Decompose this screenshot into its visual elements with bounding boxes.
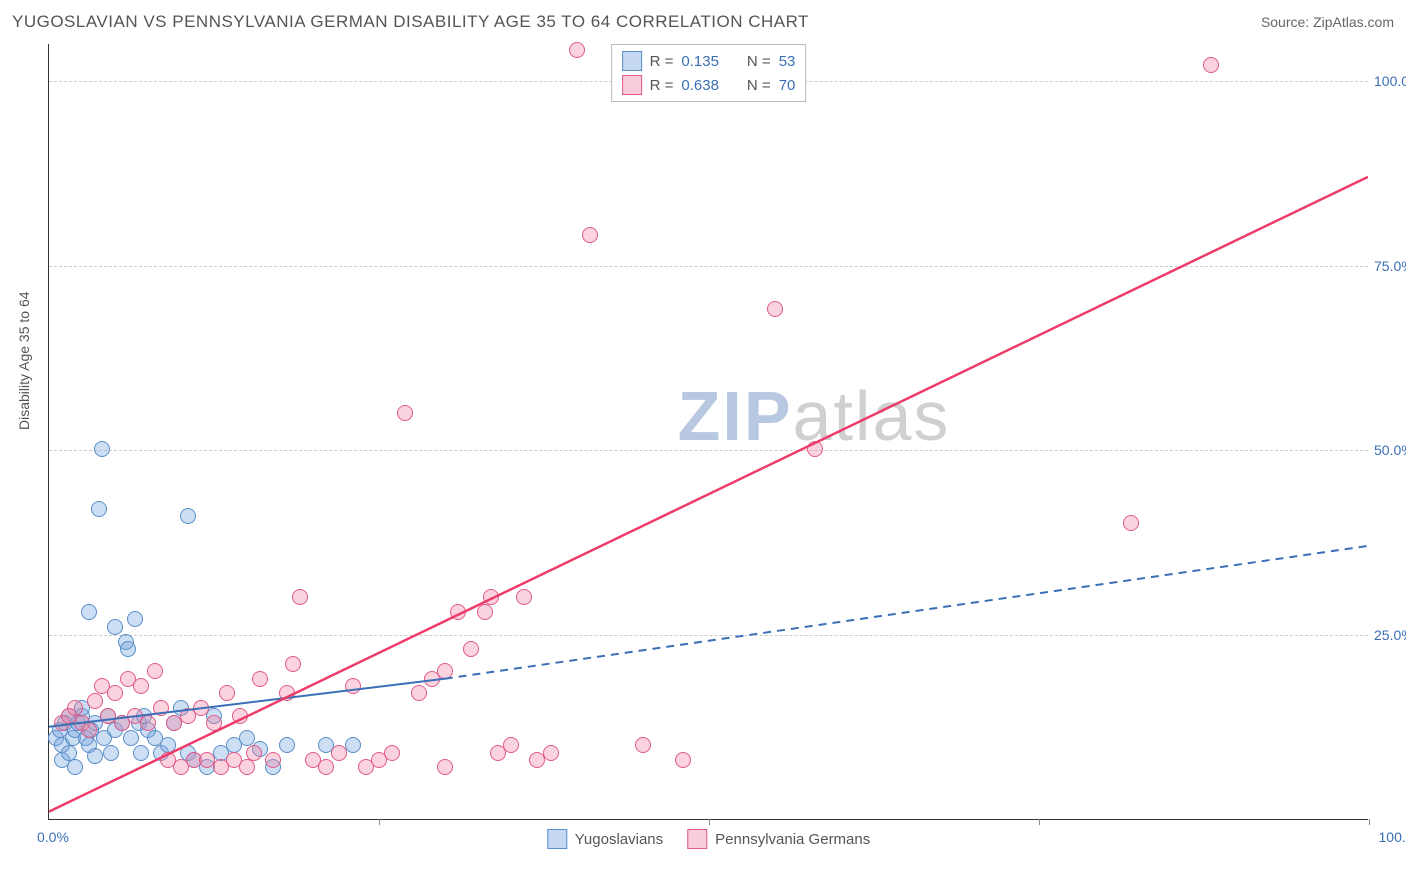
y-tick-label: 100.0%	[1374, 73, 1406, 89]
data-point	[1123, 515, 1139, 531]
data-point	[292, 589, 308, 605]
r-value: 0.135	[681, 53, 719, 70]
legend-swatch	[622, 51, 642, 71]
data-point	[483, 589, 499, 605]
data-point	[516, 589, 532, 605]
data-point	[345, 678, 361, 694]
data-point	[265, 752, 281, 768]
data-point	[123, 730, 139, 746]
r-value: 0.638	[681, 77, 719, 94]
y-axis-label: Disability Age 35 to 64	[16, 291, 32, 430]
n-value: 53	[779, 53, 796, 70]
x-axis-max-label: 100.0%	[1379, 829, 1406, 845]
legend-row: R = 0.638 N = 70	[622, 73, 796, 97]
data-point	[807, 441, 823, 457]
y-tick-label: 25.0%	[1374, 627, 1406, 643]
r-label: R =	[650, 53, 674, 70]
n-value: 70	[779, 77, 796, 94]
data-point	[675, 752, 691, 768]
data-point	[81, 604, 97, 620]
source-attribution: Source: ZipAtlas.com	[1261, 14, 1394, 30]
data-point	[635, 737, 651, 753]
data-point	[61, 745, 77, 761]
data-point	[582, 227, 598, 243]
data-point	[450, 604, 466, 620]
data-point	[318, 759, 334, 775]
watermark-bold: ZIP	[678, 377, 793, 455]
data-point	[219, 685, 235, 701]
series-name: Yugoslavians	[575, 831, 663, 848]
chart-header: YUGOSLAVIAN VS PENNSYLVANIA GERMAN DISAB…	[12, 8, 1394, 36]
data-point	[463, 641, 479, 657]
data-point	[147, 663, 163, 679]
data-point	[437, 759, 453, 775]
series-legend: Yugoslavians Pennsylvania Germans	[547, 829, 870, 849]
data-point	[206, 715, 222, 731]
data-point	[232, 708, 248, 724]
data-point	[81, 722, 97, 738]
legend-swatch	[547, 829, 567, 849]
legend-swatch	[622, 75, 642, 95]
data-point	[239, 759, 255, 775]
data-point	[180, 508, 196, 524]
data-point	[384, 745, 400, 761]
data-point	[91, 501, 107, 517]
data-point	[140, 715, 156, 731]
data-point	[569, 42, 585, 58]
x-tick-mark	[709, 819, 710, 825]
data-point	[1203, 57, 1219, 73]
y-tick-label: 75.0%	[1374, 258, 1406, 274]
data-point	[279, 737, 295, 753]
data-point	[160, 737, 176, 753]
data-point	[543, 745, 559, 761]
data-point	[285, 656, 301, 672]
data-point	[246, 745, 262, 761]
data-point	[133, 678, 149, 694]
data-point	[133, 745, 149, 761]
data-point	[279, 685, 295, 701]
data-point	[477, 604, 493, 620]
data-point	[107, 619, 123, 635]
data-point	[67, 700, 83, 716]
n-label: N =	[747, 77, 771, 94]
data-point	[67, 759, 83, 775]
series-legend-item: Yugoslavians	[547, 829, 663, 849]
chart-title: YUGOSLAVIAN VS PENNSYLVANIA GERMAN DISAB…	[12, 12, 809, 32]
data-point	[411, 685, 427, 701]
data-point	[437, 663, 453, 679]
data-point	[331, 745, 347, 761]
gridline	[49, 266, 1368, 267]
x-tick-mark	[379, 819, 380, 825]
data-point	[252, 671, 268, 687]
data-point	[94, 441, 110, 457]
correlation-legend: R = 0.135 N = 53 R = 0.638 N = 70	[611, 44, 807, 102]
x-tick-mark	[1039, 819, 1040, 825]
gridline	[49, 635, 1368, 636]
n-label: N =	[747, 53, 771, 70]
data-point	[767, 301, 783, 317]
data-point	[153, 700, 169, 716]
series-name: Pennsylvania Germans	[715, 831, 870, 848]
data-point	[87, 748, 103, 764]
legend-row: R = 0.135 N = 53	[622, 49, 796, 73]
data-point	[103, 745, 119, 761]
r-label: R =	[650, 77, 674, 94]
data-point	[397, 405, 413, 421]
data-point	[107, 685, 123, 701]
data-point	[503, 737, 519, 753]
scatter-chart: ZIPatlas R =0.135N =53R =0.638N =70 0.0%…	[48, 44, 1368, 820]
data-point	[193, 700, 209, 716]
data-point	[127, 611, 143, 627]
x-tick-mark	[1369, 819, 1370, 825]
data-point	[87, 693, 103, 709]
y-tick-label: 50.0%	[1374, 442, 1406, 458]
gridline	[49, 450, 1368, 451]
series-legend-item: Pennsylvania Germans	[687, 829, 870, 849]
legend-swatch	[687, 829, 707, 849]
regression-lines	[49, 44, 1368, 819]
x-axis-min-label: 0.0%	[37, 829, 69, 845]
data-point	[120, 641, 136, 657]
